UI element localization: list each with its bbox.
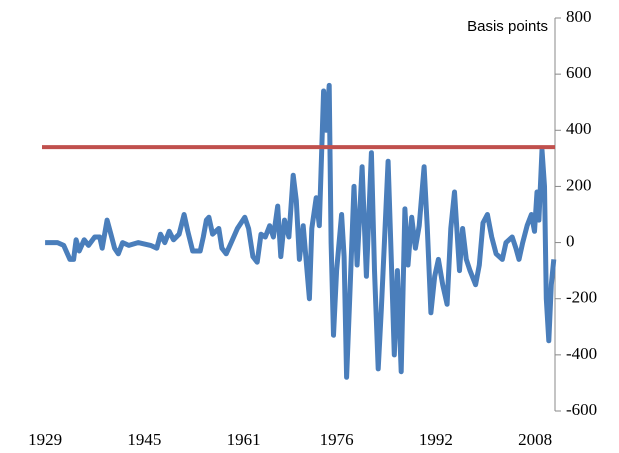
x-tick-label: 1945 — [127, 430, 161, 449]
x-tick-label: 1929 — [28, 430, 62, 449]
y-tick-label: -400 — [566, 344, 597, 363]
y-tick-label: 0 — [566, 231, 575, 250]
x-tick-label: 1992 — [419, 430, 453, 449]
y-axis-label: Basis points — [467, 18, 548, 35]
y-tick-label: 200 — [566, 175, 592, 194]
y-tick-label: 400 — [566, 119, 592, 138]
y-tick-label: -600 — [566, 400, 597, 419]
y-tick-label: -200 — [566, 288, 597, 307]
data-line — [45, 82, 557, 380]
x-tick-label: 2008 — [518, 430, 552, 449]
y-tick-label: 600 — [566, 63, 592, 82]
x-tick-label: 1961 — [227, 430, 261, 449]
y-tick-label: 800 — [566, 7, 592, 26]
x-tick-label: 1976 — [320, 430, 354, 449]
